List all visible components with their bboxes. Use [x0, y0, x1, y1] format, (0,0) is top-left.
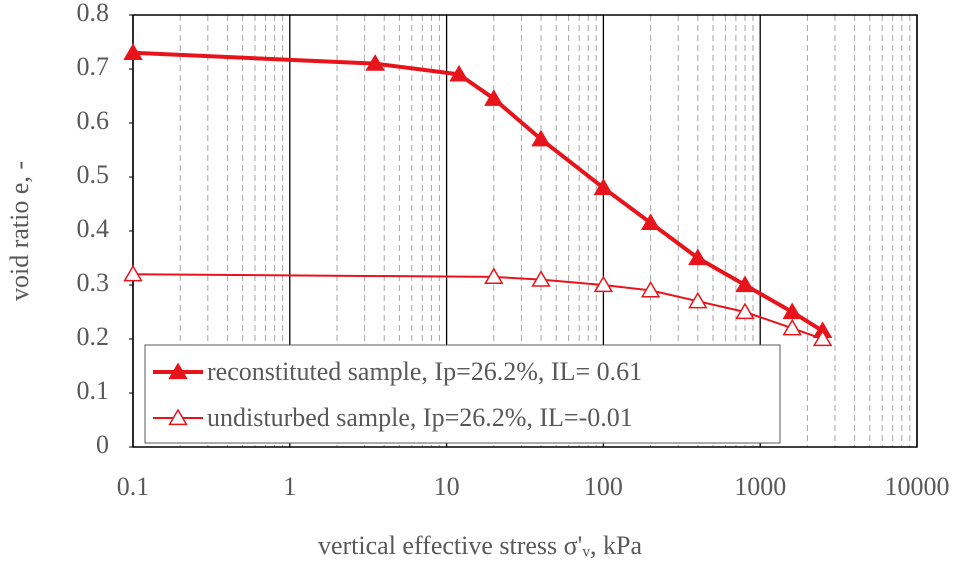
data-point: [484, 267, 504, 285]
x-tick-label: 10: [434, 472, 460, 501]
y-tick-label: 0.4: [77, 214, 110, 243]
data-point: [365, 54, 385, 71]
series-line: [132, 50, 824, 333]
data-point: [735, 275, 755, 293]
data-point: [593, 275, 614, 293]
legend-label: undisturbed sample, Ip=26.2%, IL=-0.01: [207, 403, 633, 432]
data-point: [640, 280, 661, 298]
plot-border: [132, 14, 918, 448]
y-tick-label: 0.2: [77, 322, 110, 351]
data-point: [640, 213, 661, 231]
data-point: [531, 129, 551, 147]
y-tick-label: 0.6: [77, 106, 110, 135]
x-axis-label: vertical effective stress σ'ᵥ, kPa: [318, 531, 642, 560]
y-tick-label: 0: [96, 430, 109, 459]
data-point: [735, 302, 755, 320]
data-point: [782, 302, 802, 320]
legend-marker: [168, 408, 188, 426]
data-point: [531, 270, 551, 287]
x-tick-label: 1: [283, 472, 296, 501]
y-tick-label: 0.8: [77, 0, 110, 27]
y-axis-label: void ratio e, -: [5, 161, 34, 301]
x-tick-label: 0.1: [117, 472, 150, 501]
data-point: [449, 64, 469, 82]
data-point: [123, 264, 143, 282]
legend-marker: [168, 362, 188, 380]
data-point: [123, 43, 143, 60]
data-point: [688, 291, 708, 309]
y-tick-label: 0.7: [77, 52, 110, 81]
legend-box: [144, 344, 781, 444]
data-point: [593, 178, 614, 195]
x-tick-label: 1000: [734, 472, 786, 501]
data-point: [782, 318, 802, 336]
legend-label: reconstituted sample, Ip=26.2%, IL= 0.61: [207, 357, 642, 386]
x-tick-label: 10000: [885, 472, 950, 501]
y-tick-label: 0.1: [77, 376, 110, 405]
data-point: [812, 329, 833, 347]
y-tick-label: 0.3: [77, 268, 110, 297]
y-tick-label: 0.5: [77, 160, 110, 189]
data-point: [688, 248, 708, 266]
data-point: [484, 89, 504, 106]
x-tick-label: 100: [584, 472, 623, 501]
series-line: [132, 273, 823, 340]
